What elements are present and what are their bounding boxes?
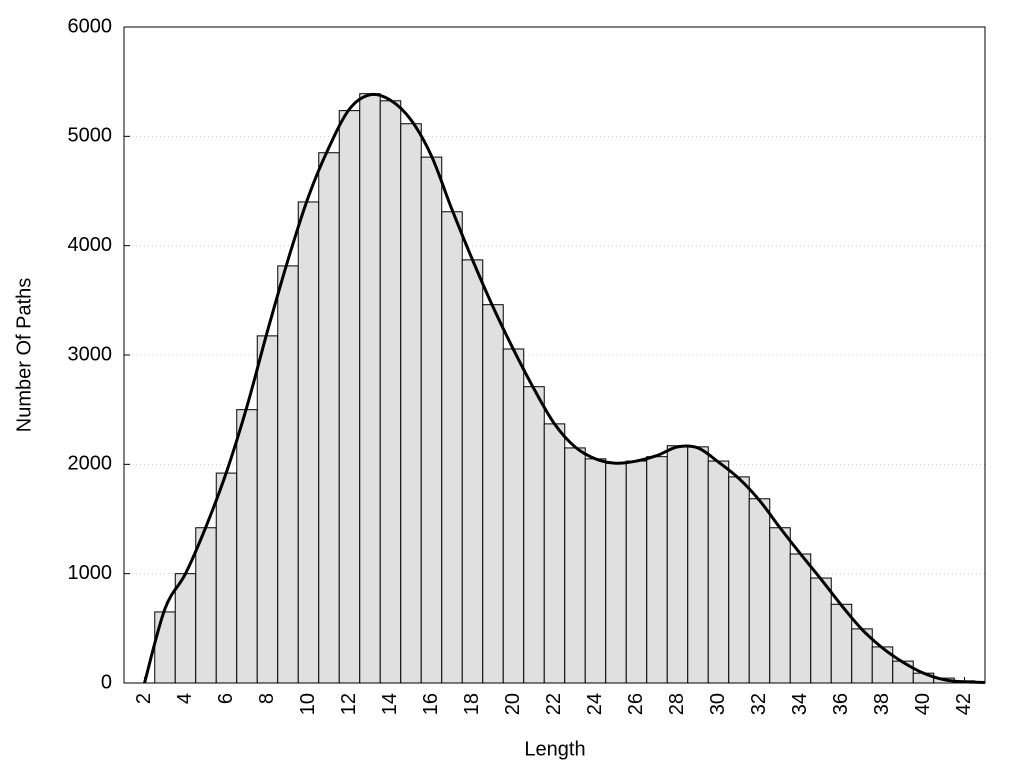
x-tick-label: 36 (830, 693, 852, 715)
bar (338, 110, 361, 684)
bar (215, 472, 238, 684)
x-tick-label: 30 (707, 693, 729, 715)
bar (195, 527, 217, 684)
bar (277, 265, 299, 684)
bar (359, 93, 381, 684)
x-tick-label: 2 (133, 693, 155, 704)
x-tick-label: 14 (379, 693, 401, 715)
y-tick-label: 3000 (68, 343, 113, 365)
bar (154, 611, 176, 684)
x-tick-label: 18 (461, 693, 483, 715)
x-tick-label: 42 (953, 693, 975, 715)
y-axis-label: Number Of Paths (13, 278, 35, 433)
y-tick-label: 0 (101, 671, 112, 693)
bar (441, 211, 463, 684)
bar (174, 573, 197, 684)
bar (687, 446, 709, 684)
y-tick-label: 1000 (68, 562, 113, 584)
y-tick-label: 6000 (68, 15, 113, 37)
y-tick-label: 4000 (68, 234, 113, 256)
x-tick-label: 34 (789, 693, 811, 715)
bar (523, 386, 545, 684)
bar (482, 304, 504, 684)
plot-frame (123, 26, 986, 684)
y-tick-label: 5000 (68, 125, 113, 147)
bar (379, 100, 402, 684)
bar (810, 577, 832, 684)
bar (297, 201, 320, 684)
bar (769, 527, 791, 684)
bar (728, 476, 750, 684)
x-tick-label: 10 (297, 693, 319, 715)
x-tick-label: 6 (215, 693, 237, 704)
bar (789, 553, 812, 684)
x-tick-label: 26 (625, 693, 647, 715)
x-tick-label: 32 (748, 693, 770, 715)
bar (625, 460, 648, 684)
x-tick-label: 8 (256, 693, 278, 704)
bar (564, 447, 586, 684)
x-tick-label: 12 (338, 693, 360, 715)
x-tick-label: 22 (543, 693, 565, 715)
x-tick-label: 16 (420, 693, 442, 715)
bar (502, 348, 525, 684)
bar (646, 456, 668, 684)
bar (400, 123, 422, 684)
x-axis-label: Length (524, 738, 585, 760)
x-tick-label: 4 (174, 693, 196, 704)
bar (748, 498, 771, 684)
x-tick-label: 28 (666, 693, 688, 715)
x-tick-label: 24 (584, 693, 606, 715)
x-tick-label: 40 (912, 693, 934, 715)
bar (236, 409, 258, 684)
bar (584, 458, 607, 684)
bar (666, 445, 689, 684)
bar (892, 660, 914, 684)
bar (605, 462, 627, 684)
bar (461, 259, 484, 684)
x-tick-label: 20 (502, 693, 524, 715)
y-tick-label: 2000 (68, 453, 113, 475)
fit-line (143, 92, 986, 684)
bar (543, 423, 566, 684)
bar (420, 156, 443, 684)
bar (256, 335, 279, 684)
x-tick-label: 38 (871, 693, 893, 715)
bar (318, 152, 340, 684)
bar (707, 460, 730, 684)
